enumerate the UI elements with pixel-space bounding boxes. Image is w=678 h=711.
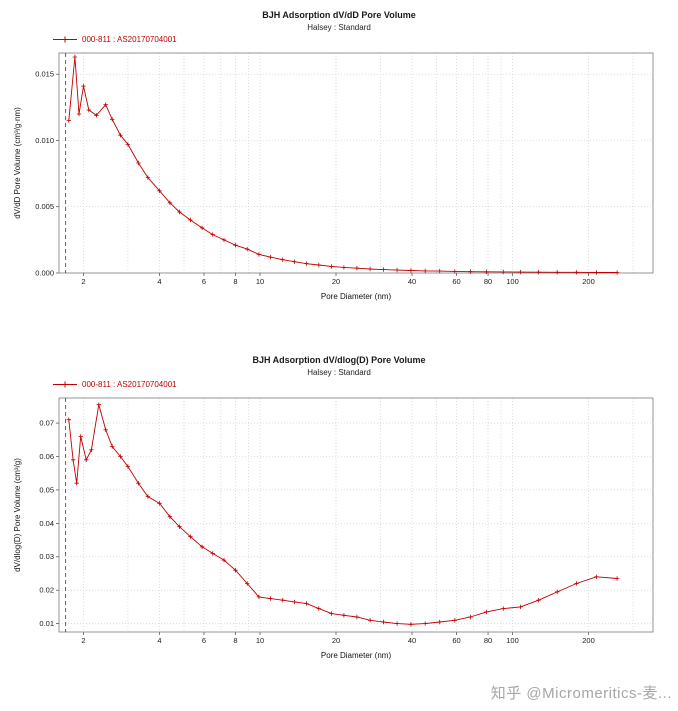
chart-title-dvdlogd: BJH Adsorption dV/dlog(D) Pore Volume — [252, 355, 426, 365]
svg-text:Pore Diameter (nm): Pore Diameter (nm) — [321, 292, 392, 301]
svg-text:6: 6 — [202, 277, 206, 286]
svg-text:100: 100 — [506, 277, 519, 286]
series-line-marker-icon — [53, 36, 77, 43]
legend-label: 000-811 : AS20170704001 — [82, 380, 177, 389]
svg-text:20: 20 — [332, 636, 340, 645]
dvdlogd-plot-canvas: 0.01 0.02 0.03 0.04 0.05 0.06 0.07 2 4 6 8 10 20 40 60… — [13, 397, 654, 660]
svg-text:10: 10 — [256, 277, 264, 286]
svg-text:Pore Diameter (nm): Pore Diameter (nm) — [321, 651, 392, 660]
svg-text:60: 60 — [452, 277, 460, 286]
svg-text:100: 100 — [506, 636, 519, 645]
svg-text:200: 200 — [582, 277, 595, 286]
svg-text:4: 4 — [157, 636, 161, 645]
svg-text:2: 2 — [81, 636, 85, 645]
svg-text:dV/dD Pore Volume (cm³/g·nm): dV/dD Pore Volume (cm³/g·nm) — [13, 107, 22, 219]
svg-text:20: 20 — [332, 277, 340, 286]
svg-text:0.07: 0.07 — [39, 418, 54, 427]
svg-text:0.015: 0.015 — [35, 70, 54, 79]
svg-text:0.05: 0.05 — [39, 485, 54, 494]
svg-text:40: 40 — [408, 277, 416, 286]
svg-text:4: 4 — [157, 277, 161, 286]
svg-text:80: 80 — [484, 277, 492, 286]
svg-text:60: 60 — [452, 636, 460, 645]
svg-text:6: 6 — [202, 636, 206, 645]
svg-text:0.03: 0.03 — [39, 552, 54, 561]
svg-text:40: 40 — [408, 636, 416, 645]
svg-text:dV/dlog(D) Pore Volume (cm³/g): dV/dlog(D) Pore Volume (cm³/g) — [13, 458, 22, 572]
svg-text:80: 80 — [484, 636, 492, 645]
svg-text:0.04: 0.04 — [39, 519, 54, 528]
chart-subtitle-dvdd: Halsey : Standard — [307, 23, 371, 32]
chart-dvdd: BJH Adsorption dV/dD Pore Volume Halsey … — [0, 0, 678, 303]
chart-subtitle-dvdlogd: Halsey : Standard — [307, 368, 371, 377]
chart-title-dvdd: BJH Adsorption dV/dD Pore Volume — [262, 10, 416, 20]
legend-dvdd: 000-811 : AS20170704001 — [52, 35, 678, 44]
svg-text:10: 10 — [256, 636, 264, 645]
svg-text:0.06: 0.06 — [39, 452, 54, 461]
legend-label: 000-811 : AS20170704001 — [82, 35, 177, 44]
dvdd-plot-canvas: 0.000 0.005 0.010 0.015 2 4 6 8 10 20 40 60 80 100 200… — [13, 52, 654, 301]
svg-text:0.005: 0.005 — [35, 202, 54, 211]
svg-text:0.010: 0.010 — [35, 136, 54, 145]
series-line-marker-icon — [53, 381, 77, 388]
svg-text:200: 200 — [582, 636, 595, 645]
legend-dvdlogd: 000-811 : AS20170704001 — [52, 380, 678, 389]
svg-text:8: 8 — [233, 277, 237, 286]
watermark: 知乎 @Micromeritics-麦... — [490, 685, 672, 702]
svg-text:0.01: 0.01 — [39, 619, 54, 628]
svg-text:0.000: 0.000 — [35, 268, 54, 277]
chart-dvdlogd: BJH Adsorption dV/dlog(D) Pore Volume Ha… — [0, 355, 678, 662]
svg-text:8: 8 — [233, 636, 237, 645]
svg-text:0.02: 0.02 — [39, 586, 54, 595]
svg-text:2: 2 — [81, 277, 85, 286]
